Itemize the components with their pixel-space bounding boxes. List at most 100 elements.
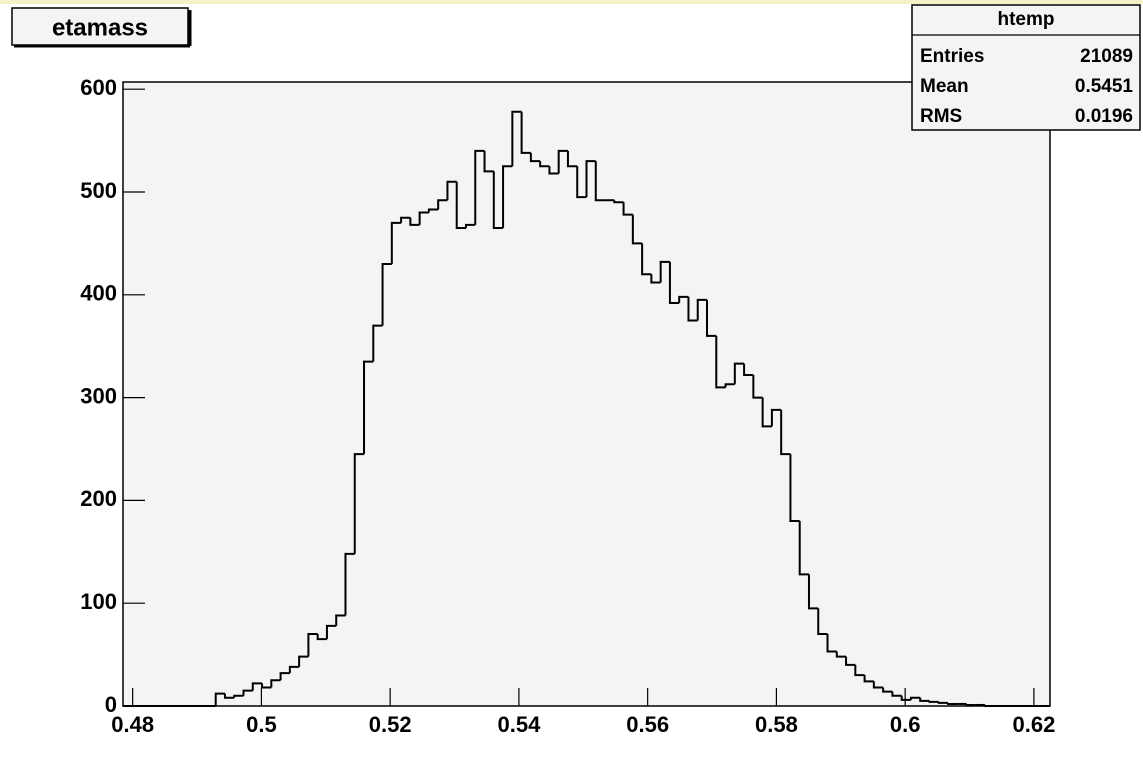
x-tick-label: 0.54 (497, 712, 541, 737)
histogram-bin (242, 689, 253, 696)
histogram-bin (576, 166, 587, 199)
histogram-bin (965, 703, 976, 706)
x-tick-label: 0.56 (626, 712, 669, 737)
histogram-bin (492, 171, 504, 229)
histogram-bin (335, 614, 346, 626)
stats-value: 0.5451 (1075, 76, 1134, 97)
histogram-bin (594, 161, 606, 202)
histogram-bin (529, 152, 541, 163)
histogram-bin (483, 150, 494, 173)
stats-box (911, 4, 1141, 131)
histogram-bin (817, 608, 828, 636)
y-tick-label: 400 (80, 281, 117, 306)
histogram-bin (344, 552, 355, 616)
histogram-bin (502, 165, 513, 228)
histogram-bin (446, 180, 457, 201)
histogram-bin (845, 656, 856, 666)
histogram-bin (919, 697, 930, 702)
title-box (11, 7, 189, 46)
histogram-bin (947, 702, 958, 705)
y-tick-label: 500 (80, 178, 117, 203)
histogram-bin (743, 363, 754, 376)
histogram-bin (622, 202, 633, 216)
histogram-bin (789, 454, 800, 522)
histogram-bin (316, 634, 327, 641)
histogram-bin (706, 299, 717, 337)
histogram-bin (279, 672, 290, 681)
histogram-bin (418, 211, 429, 225)
histogram-bin (400, 216, 411, 223)
histogram-bin (650, 274, 661, 284)
histogram-bin (715, 335, 726, 389)
y-tick-label: 600 (80, 75, 117, 100)
histogram-bin (687, 296, 698, 322)
y-tick-label: 0 (105, 692, 117, 717)
histogram-bin (474, 149, 485, 225)
histogram-bin (733, 362, 745, 385)
histogram-bin (223, 693, 235, 699)
histogram-bin (752, 374, 763, 399)
histogram-bin (307, 633, 318, 657)
histogram-bin (427, 208, 439, 213)
x-tick-label: 0.6 (890, 712, 921, 737)
histogram-bin (520, 111, 531, 154)
stats-label: Entries (920, 46, 984, 67)
histogram-bin (455, 181, 466, 229)
histogram-bin (761, 397, 772, 428)
histogram-bin (381, 262, 392, 326)
histogram-bin (835, 651, 847, 658)
stats-value: 0.0196 (1075, 106, 1133, 127)
histogram-bin (937, 701, 949, 704)
stats-label: Mean (920, 76, 969, 97)
chart-title: etamass (52, 14, 148, 41)
histogram-bin (854, 664, 865, 677)
histogram-bin (233, 694, 244, 698)
histogram-bin (437, 199, 448, 210)
plot-area (123, 110, 1050, 707)
x-tick-label: 0.48 (111, 712, 154, 737)
histogram-bin (696, 298, 708, 321)
histogram-bin (984, 704, 995, 707)
y-tick-label: 300 (80, 383, 117, 408)
histogram-bin (288, 665, 300, 674)
top-strip (0, 0, 1143, 4)
histogram-bin (891, 691, 902, 697)
histogram-bin (807, 574, 819, 610)
histogram-bin (900, 695, 911, 701)
histogram-bin (464, 223, 476, 228)
histogram-bin (566, 150, 578, 168)
histogram-bin (668, 261, 680, 305)
stats-title: htemp (998, 9, 1055, 30)
y-tick-label: 100 (80, 589, 117, 614)
stats-label: RMS (920, 106, 962, 127)
histogram-bin (325, 624, 337, 640)
histogram-bin (863, 675, 874, 683)
histogram-bin (659, 260, 670, 283)
y-tick-label: 200 (80, 486, 117, 511)
histogram-bin (798, 520, 809, 576)
histogram-bin (678, 295, 689, 304)
histogram-bin (261, 683, 272, 689)
x-tick-label: 0.62 (1012, 712, 1055, 737)
histogram-bin (270, 679, 281, 688)
histogram-bin (372, 324, 383, 362)
histogram-bin (641, 243, 652, 276)
histogram-bin (390, 221, 402, 264)
stats-value: 21089 (1080, 46, 1133, 67)
histogram-bin (882, 687, 893, 693)
histogram-bin (363, 360, 374, 455)
histogram-bin (613, 200, 624, 204)
x-tick-label: 0.58 (755, 712, 798, 737)
histogram-bin (826, 634, 837, 653)
histogram-bin (409, 217, 420, 226)
histogram-bin (585, 160, 596, 198)
histogram-bin (214, 692, 225, 706)
histogram-bin (724, 383, 735, 388)
histogram-bin (780, 409, 791, 456)
histogram-bin (511, 110, 522, 167)
histogram-bin (353, 453, 365, 554)
histogram-bin (298, 655, 309, 667)
histogram-bin (539, 161, 550, 168)
histogram-bin (872, 681, 884, 689)
